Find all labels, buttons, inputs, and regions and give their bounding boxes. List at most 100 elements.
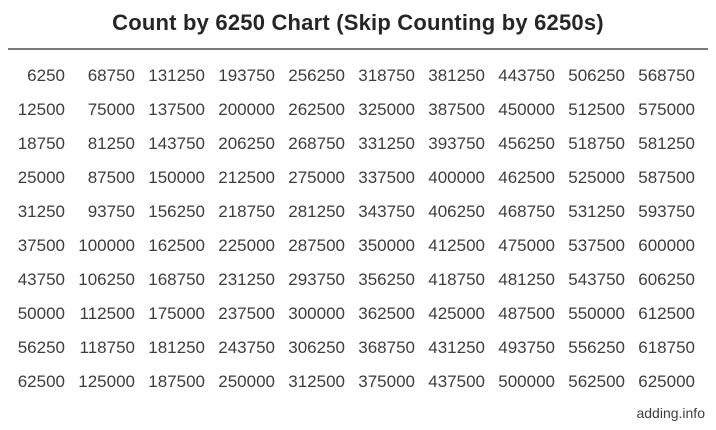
table-cell: 487500 <box>498 304 555 323</box>
table-cell: 531250 <box>568 202 625 221</box>
table-cell: 543750 <box>568 270 625 289</box>
table-cell: 262500 <box>288 100 345 119</box>
table-cell: 406250 <box>428 202 485 221</box>
table-cell: 131250 <box>148 66 205 85</box>
table-cell: 25000 <box>17 168 65 187</box>
table-cell: 125000 <box>78 372 135 391</box>
table-cell: 275000 <box>288 168 345 187</box>
table-cell: 281250 <box>288 202 345 221</box>
table-cell: 325000 <box>358 100 415 119</box>
table-cell: 618750 <box>638 338 695 357</box>
table-row: 62500 125000 187500 250000 312500 375000 43750… <box>8 365 708 399</box>
table-cell: 437500 <box>428 372 485 391</box>
table-row: 12500 75000 137500 200000 262500 325000 387500… <box>8 93 708 127</box>
table-cell: 562500 <box>568 372 625 391</box>
table-cell: 43750 <box>17 270 65 289</box>
table-cell: 187500 <box>148 372 205 391</box>
table-cell: 625000 <box>638 372 695 391</box>
table-cell: 318750 <box>358 66 415 85</box>
table-cell: 400000 <box>428 168 485 187</box>
table-cell: 112500 <box>79 304 135 323</box>
table-cell: 37500 <box>17 236 65 255</box>
table-cell: 393750 <box>428 134 485 153</box>
table-cell: 468750 <box>498 202 555 221</box>
table-cell: 556250 <box>568 338 625 357</box>
table-row: 31250 93750 156250 218750 281250 343750 406250… <box>8 195 708 229</box>
table-row: 18750 81250 143750 206250 268750 331250 393750… <box>8 127 708 161</box>
table-cell: 256250 <box>288 66 345 85</box>
table-cell: 12500 <box>17 100 65 119</box>
table-cell: 75000 <box>87 100 135 119</box>
table-cell: 31250 <box>17 202 65 221</box>
table-row: 6250 68750 131250 193750 256250 318750 381250 4… <box>8 59 708 93</box>
table-row: 43750 106250 168750 231250 293750 356250 41875… <box>8 263 708 297</box>
table-cell: 500000 <box>498 372 555 391</box>
table-cell: 425000 <box>428 304 485 323</box>
title-divider <box>8 48 708 50</box>
table-cell: 450000 <box>498 100 555 119</box>
page-title: Count by 6250 Chart (Skip Counting by 62… <box>112 10 604 35</box>
table-body: 6250 68750 131250 193750 256250 318750 381250 4… <box>8 59 708 399</box>
table-cell: 193750 <box>218 66 275 85</box>
table-cell: 312500 <box>288 372 345 391</box>
table-cell: 387500 <box>428 100 485 119</box>
table-cell: 143750 <box>148 134 205 153</box>
table-cell: 56250 <box>17 338 65 357</box>
table-cell: 268750 <box>288 134 345 153</box>
table-row: 56250 118750 181250 243750 306250 368750 43125… <box>8 331 708 365</box>
table-cell: 306250 <box>288 338 345 357</box>
table-cell: 100000 <box>78 236 135 255</box>
table-cell: 331250 <box>358 134 415 153</box>
table-cell: 168750 <box>148 270 205 289</box>
table-cell: 456250 <box>498 134 555 153</box>
table-cell: 525000 <box>568 168 625 187</box>
table-cell: 200000 <box>218 100 275 119</box>
table-cell: 506250 <box>568 66 625 85</box>
table-cell: 243750 <box>218 338 275 357</box>
table-cell: 6250 <box>27 66 65 85</box>
table-cell: 368750 <box>358 338 415 357</box>
table-cell: 156250 <box>148 202 205 221</box>
table-cell: 537500 <box>568 236 625 255</box>
table-cell: 293750 <box>288 270 345 289</box>
table-cell: 343750 <box>358 202 415 221</box>
table-cell: 587500 <box>638 168 695 187</box>
table-cell: 350000 <box>358 236 415 255</box>
table-cell: 68750 <box>87 66 135 85</box>
table-cell: 137500 <box>148 100 205 119</box>
table-cell: 50000 <box>17 304 65 323</box>
table-cell: 512500 <box>568 100 625 119</box>
table-cell: 225000 <box>218 236 275 255</box>
table-cell: 118750 <box>79 338 135 357</box>
table-cell: 62500 <box>17 372 65 391</box>
table-cell: 518750 <box>568 134 625 153</box>
table-cell: 568750 <box>638 66 695 85</box>
table-cell: 418750 <box>428 270 485 289</box>
table-cell: 475000 <box>498 236 555 255</box>
table-cell: 231250 <box>218 270 275 289</box>
table-cell: 218750 <box>218 202 275 221</box>
table-cell: 431250 <box>428 338 485 357</box>
table-cell: 150000 <box>148 168 205 187</box>
table-cell: 287500 <box>288 236 345 255</box>
table-cell: 212500 <box>218 168 275 187</box>
table-cell: 550000 <box>568 304 625 323</box>
table-cell: 87500 <box>87 168 135 187</box>
table-cell: 175000 <box>148 304 205 323</box>
table-row: 37500 100000 162500 225000 287500 350000 41250… <box>8 229 708 263</box>
table-cell: 106250 <box>78 270 135 289</box>
table-cell: 93750 <box>87 202 135 221</box>
table-cell: 362500 <box>358 304 415 323</box>
table-cell: 381250 <box>428 66 485 85</box>
table-cell: 18750 <box>17 134 65 153</box>
table-cell: 412500 <box>428 236 485 255</box>
table-cell: 206250 <box>218 134 275 153</box>
table-cell: 356250 <box>358 270 415 289</box>
table-row: 50000 112500 175000 237500 300000 362500 42500… <box>8 297 708 331</box>
table-cell: 581250 <box>638 134 695 153</box>
table-cell: 575000 <box>638 100 695 119</box>
table-cell: 606250 <box>638 270 695 289</box>
table-cell: 493750 <box>498 338 555 357</box>
table-cell: 181250 <box>148 338 205 357</box>
